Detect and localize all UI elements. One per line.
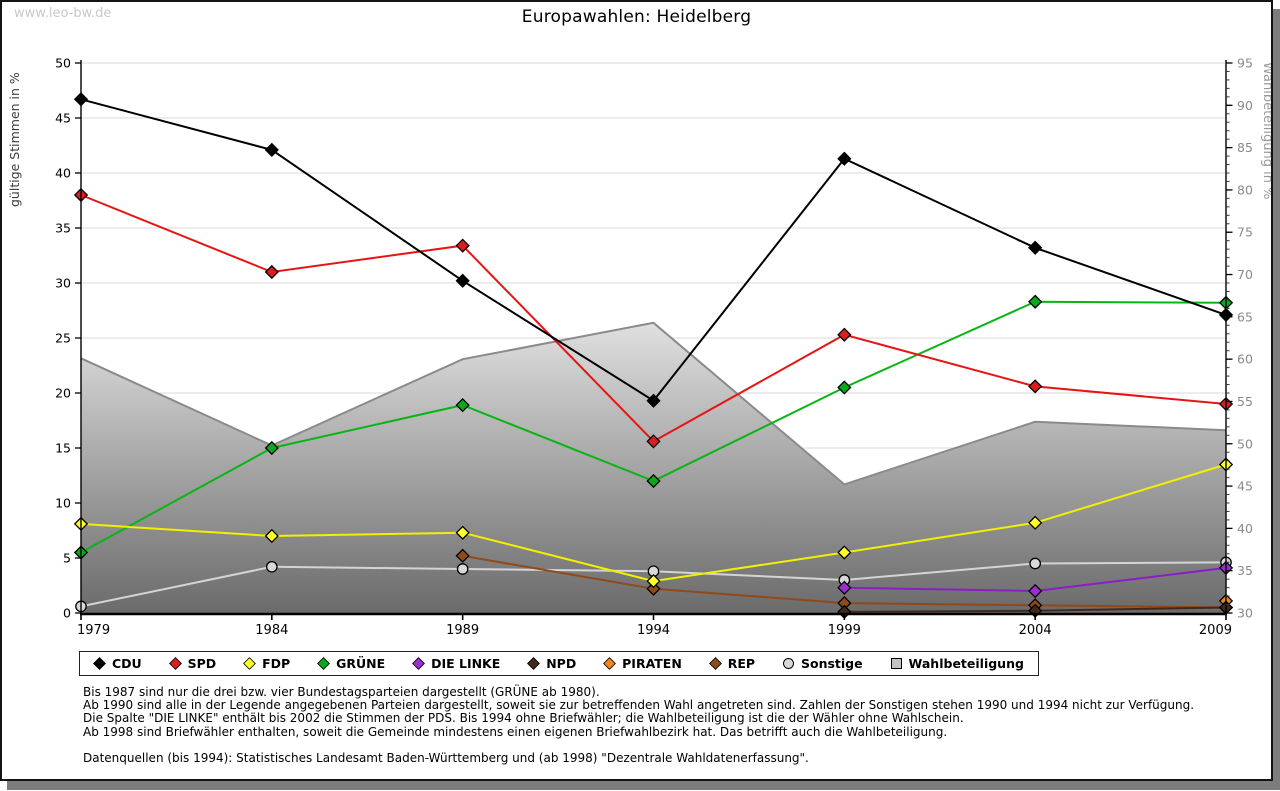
watermark: www.leo-bw.de xyxy=(10,6,116,21)
svg-text:2009: 2009 xyxy=(1199,623,1232,638)
svg-text:35: 35 xyxy=(1237,563,1253,578)
svg-text:30: 30 xyxy=(1237,606,1253,621)
legend-item-rep: REP xyxy=(708,656,756,671)
grüne-marker-icon xyxy=(317,657,330,670)
svg-text:10: 10 xyxy=(55,496,71,511)
legend-item-fdp: FDP xyxy=(243,656,291,671)
sonstige-marker-icon xyxy=(782,658,794,669)
svg-text:30: 30 xyxy=(55,276,71,291)
svg-text:70: 70 xyxy=(1237,267,1253,282)
axes: 0 5 10 15 20 25 30 35 40 45 50 30 35 40 45 50 55 60 65 70 75… xyxy=(55,56,1253,639)
legend-label: PIRATEN xyxy=(622,656,682,671)
svg-text:80: 80 xyxy=(1237,182,1253,197)
legend-item-sonstige: Sonstige xyxy=(782,656,863,671)
svg-text:1989: 1989 xyxy=(446,623,479,638)
footnote-line: Ab 1998 sind Briefwähler enthalten, sowe… xyxy=(83,724,948,739)
svg-text:1994: 1994 xyxy=(637,623,670,638)
svg-text:1984: 1984 xyxy=(255,623,288,638)
footnote-line: Bis 1987 sind nur die drei bzw. vier Bun… xyxy=(83,685,600,699)
die-linke-marker-icon xyxy=(412,657,425,670)
legend-item-die-linke: DIE LINKE xyxy=(412,656,501,671)
right-axis-title: Wahlbeteiligung in % xyxy=(1260,62,1271,199)
svg-text:2004: 2004 xyxy=(1019,623,1052,638)
left-axis-title: gültige Stimmen in % xyxy=(7,72,22,207)
npd-marker-icon xyxy=(527,657,541,670)
rep-marker-icon xyxy=(708,657,722,670)
legend-item-spd: SPD xyxy=(168,656,217,671)
svg-text:50: 50 xyxy=(1237,436,1253,451)
legend-label: Sonstige xyxy=(800,656,863,671)
legend-label: SPD xyxy=(187,656,217,671)
piraten-marker-icon xyxy=(603,657,617,670)
svg-text:75: 75 xyxy=(1237,225,1253,240)
svg-text:85: 85 xyxy=(1237,140,1253,155)
svg-text:60: 60 xyxy=(1237,352,1253,367)
svg-text:95: 95 xyxy=(1237,56,1253,71)
legend-label: FDP xyxy=(262,656,291,671)
election-line-chart: 0 5 10 15 20 25 30 35 40 45 50 30 35 40 45 50 55 60 65 70 75… xyxy=(2,2,1275,647)
svg-text:40: 40 xyxy=(55,166,71,181)
svg-text:5: 5 xyxy=(63,551,71,566)
svg-text:35: 35 xyxy=(55,221,71,236)
series-markers-spd xyxy=(73,187,1234,449)
footnote-line: Ab 1990 sind alle in der Legende angegeb… xyxy=(83,698,1195,713)
legend-item-npd: NPD xyxy=(527,656,577,671)
wahlbeteiligung-marker-icon xyxy=(890,658,902,669)
svg-text:90: 90 xyxy=(1237,98,1253,113)
legend-label: NPD xyxy=(546,656,577,671)
chart-legend: CDU SPD FDP GRÜNE DIE LINKE NPD PIRATEN REP Sons… xyxy=(79,651,1039,676)
page-title: Europawahlen: Heidelberg xyxy=(521,7,752,27)
legend-item-cdu: CDU xyxy=(93,656,142,671)
footnotes: Bis 1987 sind nur die drei bzw. vier Bun… xyxy=(83,685,1243,766)
svg-text:40: 40 xyxy=(1237,521,1253,536)
fdp-marker-icon xyxy=(243,657,256,670)
svg-text:15: 15 xyxy=(55,441,71,456)
svg-text:65: 65 xyxy=(1237,309,1253,324)
svg-text:25: 25 xyxy=(55,331,71,346)
cdu-marker-icon xyxy=(93,657,106,670)
legend-item-wahlbeteiligung: Wahlbeteiligung xyxy=(890,656,1024,671)
spd-marker-icon xyxy=(168,657,182,670)
legend-item-grüne: GRÜNE xyxy=(317,656,386,671)
legend-item-piraten: PIRATEN xyxy=(603,656,682,671)
svg-text:55: 55 xyxy=(1237,394,1253,409)
legend-label: REP xyxy=(727,656,756,671)
legend-label: GRÜNE xyxy=(336,656,386,671)
svg-text:1999: 1999 xyxy=(828,623,861,638)
footnote-line: Datenquellen (bis 1994): Statistisches L… xyxy=(83,751,809,766)
svg-text:1979: 1979 xyxy=(77,623,110,638)
legend-label: DIE LINKE xyxy=(431,656,501,671)
series-markers-cdu xyxy=(73,92,1234,408)
legend-label: CDU xyxy=(112,656,142,671)
svg-text:20: 20 xyxy=(55,386,71,401)
svg-text:45: 45 xyxy=(55,111,71,126)
series-markers-grüne xyxy=(73,294,1234,560)
svg-text:45: 45 xyxy=(1237,479,1253,494)
svg-text:50: 50 xyxy=(55,56,71,71)
footnote-line: Die Spalte "DIE LINKE" enthält bis 2002 … xyxy=(83,711,964,726)
svg-text:0: 0 xyxy=(63,606,71,621)
legend-label: Wahlbeteiligung xyxy=(908,656,1024,671)
